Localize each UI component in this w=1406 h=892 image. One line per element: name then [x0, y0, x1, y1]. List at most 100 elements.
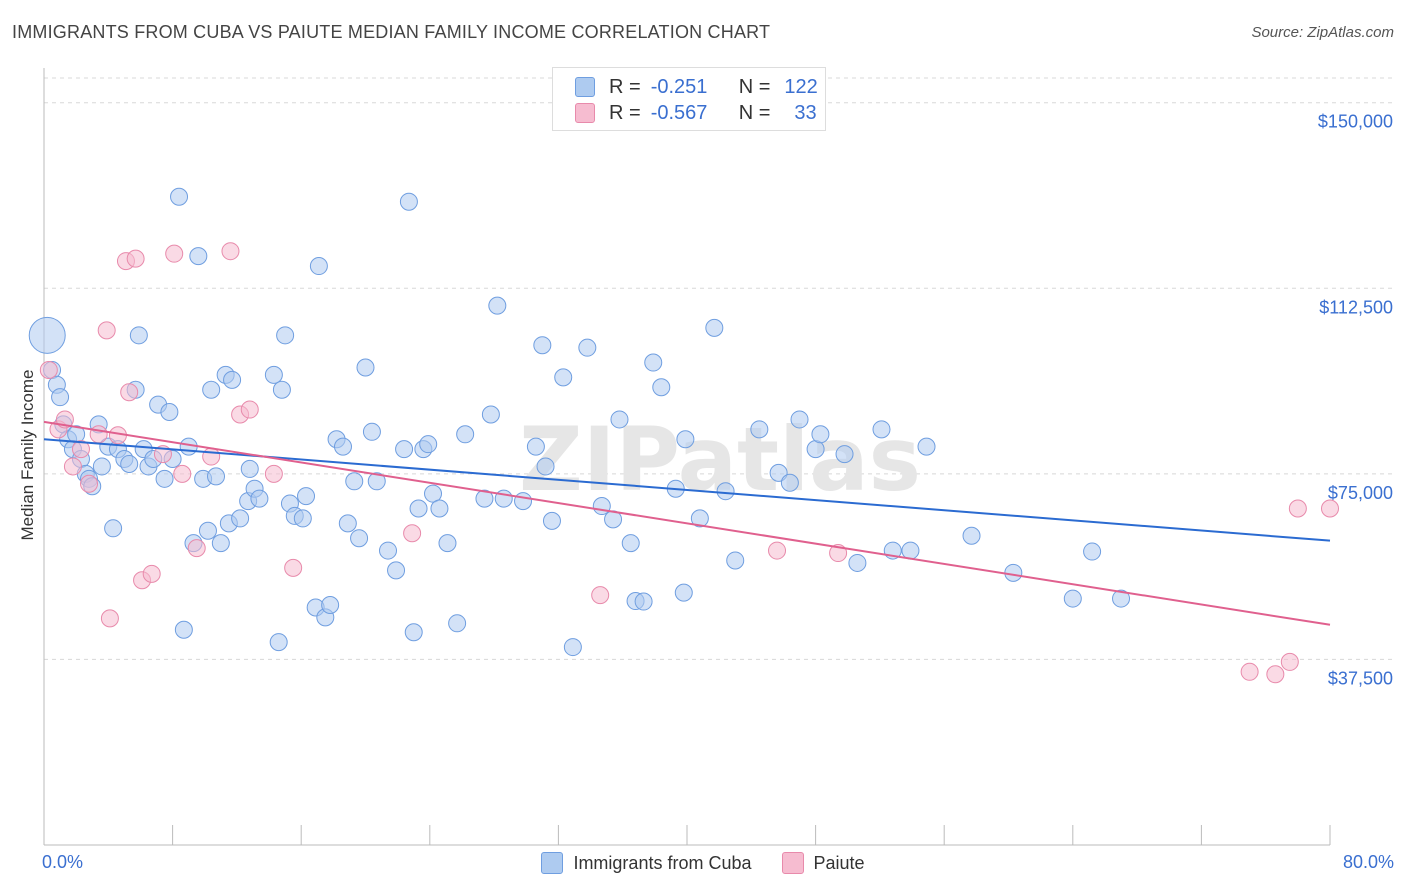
cuba-point [211, 534, 230, 553]
paiute-point [1240, 662, 1259, 681]
cuba-point [750, 420, 769, 439]
cuba-point [404, 623, 423, 642]
series-legend: Immigrants from Cuba Paiute [0, 852, 1406, 874]
cuba-point [526, 437, 545, 456]
cuba-point [634, 592, 653, 611]
cuba-point [309, 257, 328, 276]
cuba-point [202, 380, 221, 399]
cuba-point [424, 484, 443, 503]
cuba-point [481, 405, 500, 424]
cuba-point [223, 370, 242, 389]
cuba-point [276, 326, 295, 345]
cuba-point [419, 435, 438, 454]
cuba-point [1004, 563, 1023, 582]
cuba-point [362, 422, 381, 441]
n-label: N = [738, 75, 771, 98]
cuba-point [160, 403, 179, 422]
paiute-trend-line [43, 420, 1331, 626]
cuba-point [174, 620, 193, 639]
cuba-point [621, 534, 640, 553]
cuba-point [872, 420, 891, 439]
n-label: N = [738, 101, 771, 124]
cuba-point [901, 541, 920, 560]
cuba-point [356, 358, 375, 377]
paiute-point [591, 586, 610, 605]
n-value: 122 [784, 75, 818, 98]
cuba-point [475, 489, 494, 508]
paiute-point [1288, 499, 1307, 518]
cuba-point [835, 445, 854, 464]
paiute-point [403, 524, 422, 543]
cuba-point [676, 430, 695, 449]
paiute-point [165, 244, 184, 263]
cuba-point [293, 509, 312, 528]
cuba-point [321, 596, 340, 615]
x-max-label: 80.0% [1342, 852, 1394, 872]
cuba-point [610, 410, 629, 429]
paiute-point [264, 464, 283, 483]
cuba-point [780, 473, 799, 492]
paiute-point [39, 360, 58, 379]
cuba-point [652, 378, 671, 397]
cuba-point [962, 526, 981, 545]
r-value: -0.251 [650, 75, 708, 98]
cuba-point [705, 318, 724, 337]
cuba-point [28, 316, 66, 354]
paiute-point [173, 464, 192, 483]
cuba-point [533, 336, 552, 355]
paiute-legend-icon [781, 852, 804, 874]
cuba-point [350, 529, 369, 548]
cuba-point [264, 365, 283, 384]
source-note: Source: ZipAtlas.com [1251, 24, 1394, 41]
cuba-point [333, 437, 352, 456]
cuba-point [120, 454, 139, 473]
cuba-point [1083, 542, 1102, 561]
cuba-point [129, 326, 148, 345]
cuba-point [387, 561, 406, 580]
cuba-point [488, 296, 507, 315]
cuba-point [155, 469, 174, 488]
cuba-point [456, 425, 475, 444]
cuba-swatch-icon [575, 77, 595, 97]
legend-label-paiute: Paiute [813, 852, 865, 873]
paiute-point [126, 249, 145, 268]
cuba-point [250, 489, 269, 508]
cuba-point [690, 509, 709, 528]
chart-title: IMMIGRANTS FROM CUBA VS PAIUTE MEDIAN FA… [12, 22, 771, 42]
cuba-point [644, 353, 663, 372]
paiute-swatch-icon [575, 103, 595, 123]
r-label: R = [609, 101, 641, 124]
cuba-point [207, 467, 226, 486]
cuba-point [92, 457, 111, 476]
cuba-point [170, 187, 189, 206]
paiute-point [221, 242, 240, 261]
cuba-point [198, 521, 217, 540]
cuba-point [269, 633, 288, 652]
r-value: -0.567 [650, 101, 708, 124]
y-tick-label: $37,500 [1328, 668, 1393, 688]
legend-row-cuba: R = -0.251 N = 122 [575, 75, 818, 99]
correlation-legend: R = -0.251 N = 122 R = -0.567 N = 33 [552, 67, 826, 131]
cuba-point [379, 541, 398, 560]
cuba-point [395, 440, 414, 459]
cuba-point [790, 410, 809, 429]
legend-item-paiute: Paiute [781, 852, 865, 874]
cuba-point [399, 192, 418, 211]
cuba-point [514, 492, 533, 511]
y-tick-label: $112,500 [1319, 297, 1393, 317]
paiute-point [80, 474, 99, 493]
cuba-point [536, 457, 555, 476]
paiute-point [142, 564, 161, 583]
paiute-point [100, 609, 119, 628]
paiute-point [1280, 652, 1299, 671]
cuba-point [811, 425, 830, 444]
cuba-point [848, 553, 867, 572]
cuba-point [716, 482, 735, 501]
paiute-point [202, 447, 221, 466]
cuba-point [231, 509, 250, 528]
cuba-point [345, 472, 364, 491]
cuba-point [240, 459, 259, 478]
cuba-point [1112, 589, 1131, 608]
cuba-point [554, 368, 573, 387]
